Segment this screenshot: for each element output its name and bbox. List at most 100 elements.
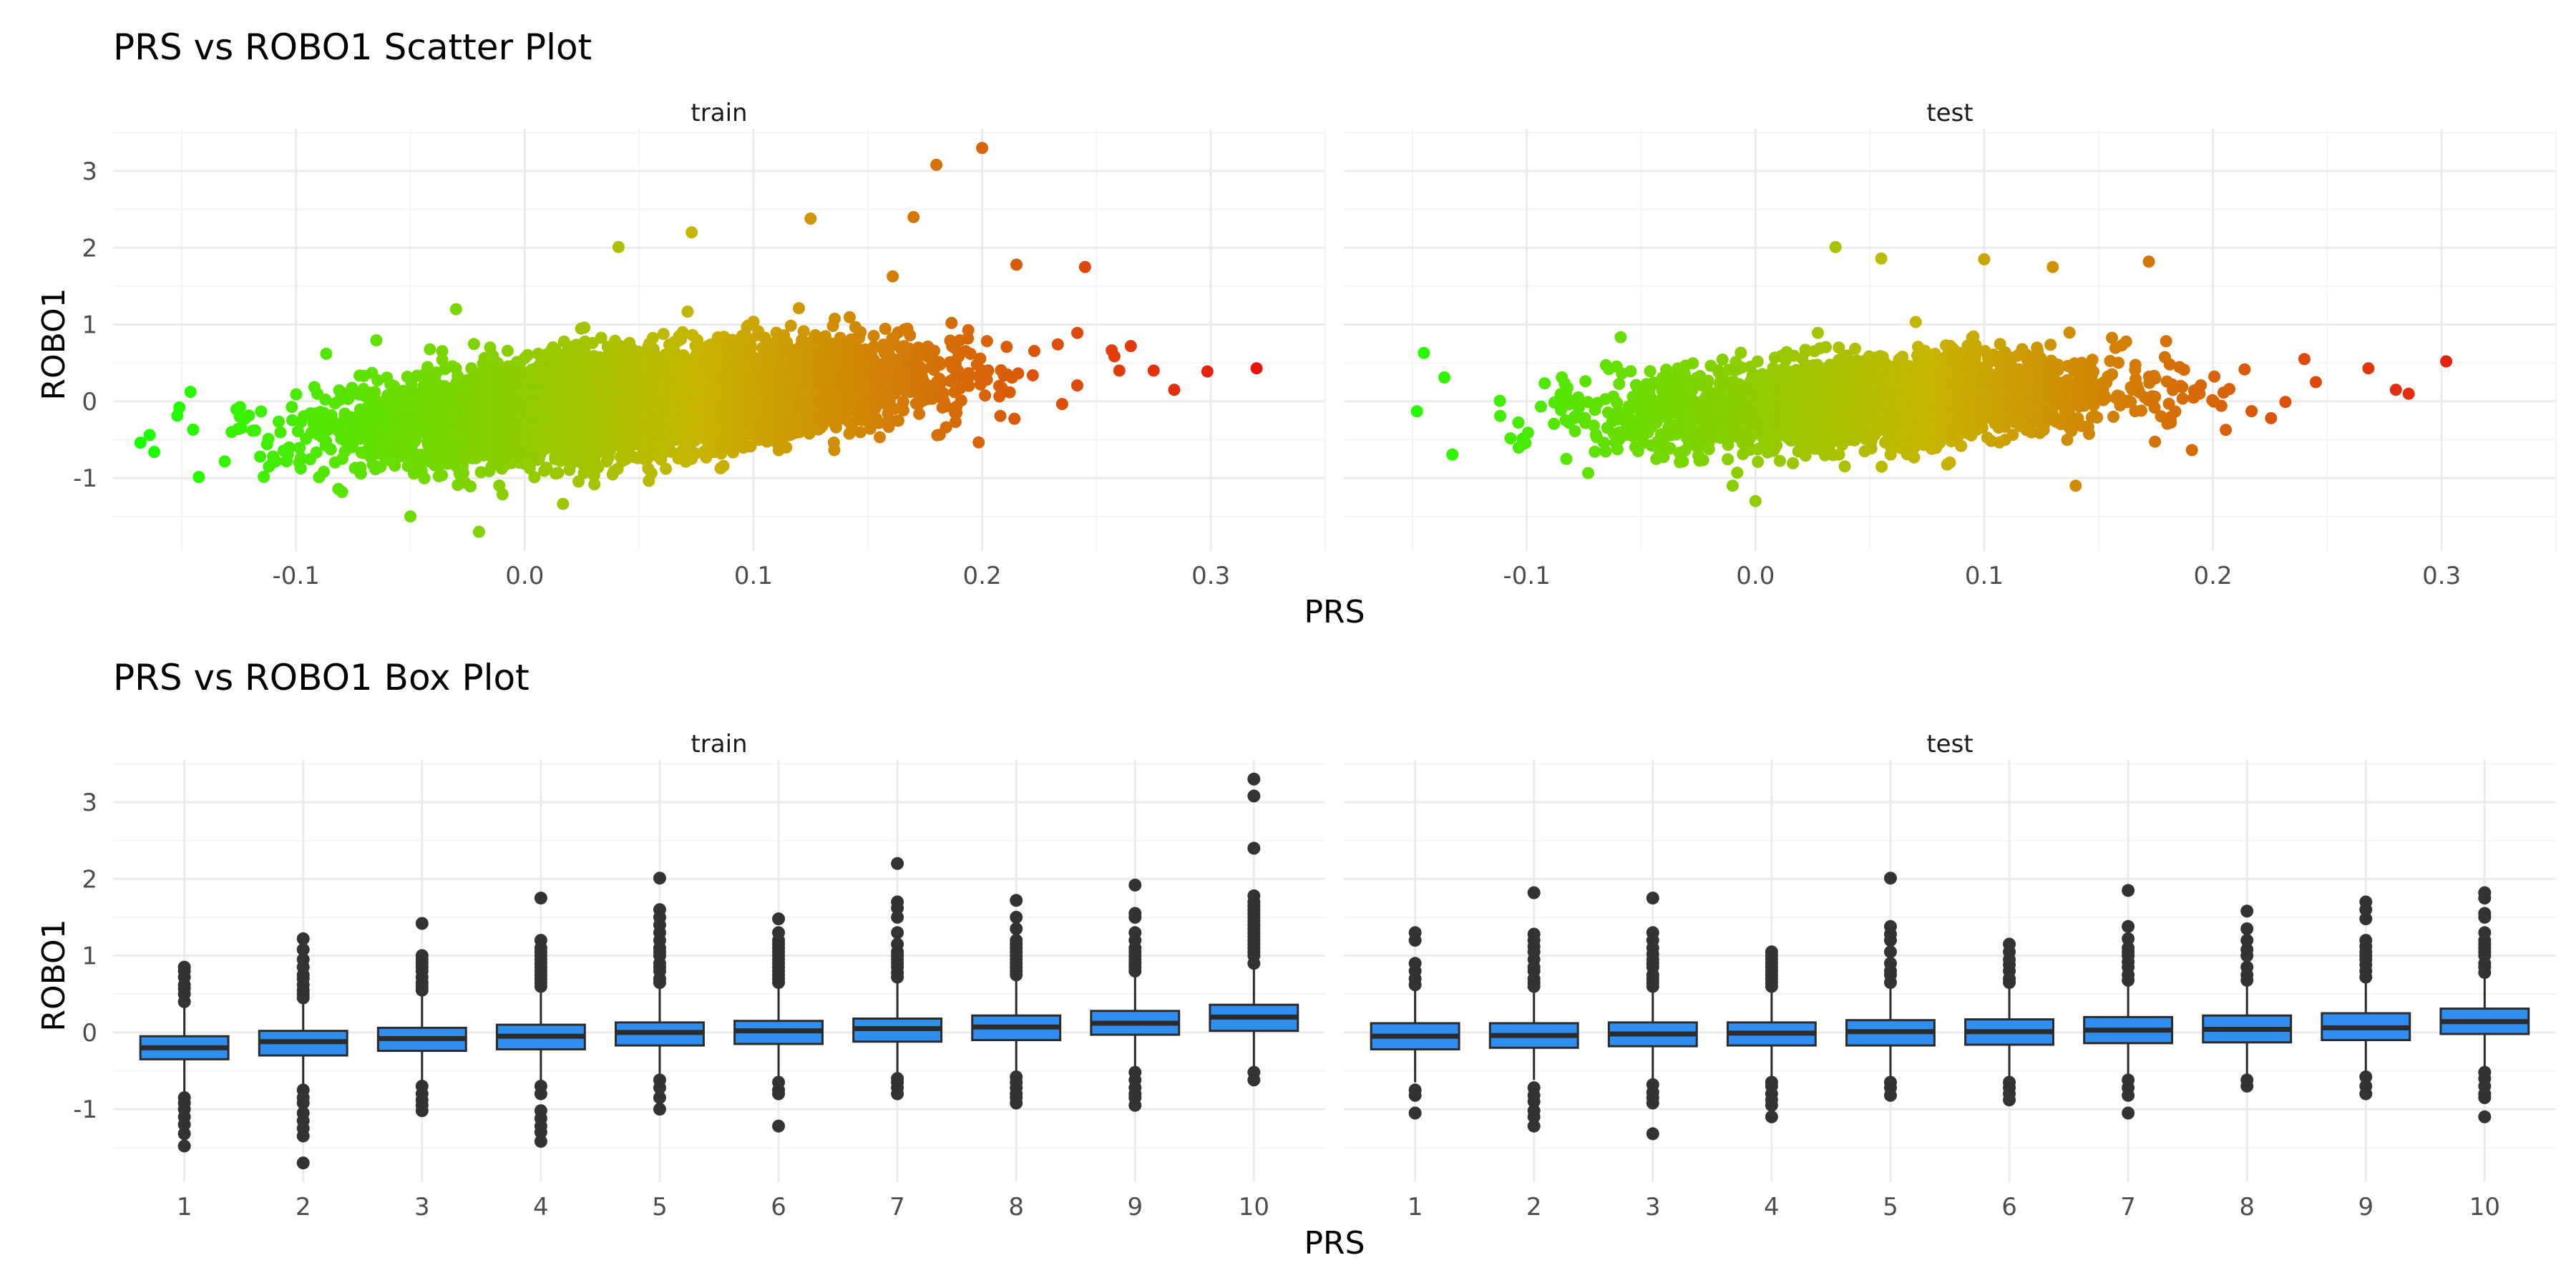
- scatter-train-point: [578, 321, 591, 334]
- scatter-train-point: [1108, 350, 1121, 363]
- scatter-train-point: [960, 345, 972, 358]
- scatter-train-point: [357, 447, 370, 459]
- scatter-train-point: [401, 371, 414, 384]
- scatter-train-point: [962, 323, 975, 336]
- scatter-train-point: [436, 345, 449, 358]
- scatter-train-point: [550, 467, 562, 480]
- scatter-train-point: [784, 319, 797, 332]
- scatter-train-point: [714, 462, 727, 474]
- scatter-train-point: [335, 432, 348, 445]
- scatter-train-point: [374, 460, 387, 473]
- scatter-train-point: [577, 467, 590, 479]
- scatter-train-point: [274, 426, 287, 439]
- scatter-train-point: [238, 412, 251, 425]
- scatter-train-point: [435, 420, 448, 433]
- scatter-train-point: [843, 427, 856, 440]
- scatter-train-point: [854, 426, 867, 439]
- scatter-train-points: [134, 142, 1263, 538]
- scatter-train-point: [972, 436, 985, 449]
- scatter-train-point: [1055, 398, 1068, 411]
- scatter-train-point: [879, 323, 892, 335]
- scatter-train-point: [672, 450, 685, 463]
- scatter-train-point: [729, 335, 742, 348]
- scatter-train-point: [849, 333, 862, 346]
- scatter-train-point: [386, 432, 399, 445]
- scatter-train-point: [258, 470, 270, 483]
- scatter-train-point: [735, 435, 748, 448]
- scatter-train-point: [366, 366, 379, 379]
- scatter-train-point: [776, 434, 789, 447]
- scatter-train-point: [864, 422, 877, 435]
- scatter-train-point: [300, 432, 313, 445]
- scatter-train-point: [557, 335, 570, 348]
- scatter-train-point: [280, 455, 293, 468]
- scatter-train-point: [1071, 379, 1083, 392]
- scatter-train-point: [936, 401, 949, 414]
- scatter-train-point: [793, 302, 805, 315]
- scatter-train-point: [557, 497, 570, 510]
- scatter-title: PRS vs ROBO1 Scatter Plot: [113, 26, 592, 68]
- scatter-train-point: [436, 469, 449, 482]
- scatter-train-point: [843, 311, 856, 323]
- scatter-train-point: [657, 328, 670, 341]
- scatter-train-point: [874, 431, 886, 444]
- scatter-train-point: [528, 471, 541, 484]
- scatter-strip-test: test: [1926, 99, 1973, 127]
- scatter-train-point: [980, 335, 993, 348]
- scatter-train-point: [134, 436, 147, 449]
- scatter-train-point: [290, 388, 303, 401]
- scatter-train-point: [897, 404, 909, 416]
- scatter-train-point: [701, 442, 714, 455]
- scatter-train-point: [638, 453, 651, 466]
- scatter-train-y-tick-label: 0: [82, 388, 97, 416]
- scatter-train-point: [534, 448, 547, 460]
- scatter-strip-train: train: [691, 99, 747, 127]
- scatter-train-point: [979, 389, 992, 402]
- scatter-train-point: [267, 456, 280, 469]
- scatter-train-point: [346, 381, 358, 394]
- scatter-train-point: [532, 348, 545, 360]
- scatter-train-point: [370, 334, 383, 347]
- scatter-train-point: [946, 374, 959, 386]
- scatter-train-point: [353, 369, 366, 382]
- scatter-train-point: [742, 319, 755, 332]
- scatter-train-y-tick-label: -1: [73, 464, 97, 493]
- scatter-train-point: [994, 380, 1007, 393]
- scatter-train-point: [286, 401, 298, 414]
- scatter-train-point: [950, 401, 963, 413]
- scatter-train-point: [772, 444, 785, 457]
- scatter-train-point: [254, 450, 267, 463]
- scatter-train-point: [313, 406, 326, 419]
- scatter-train-x-tick-label: 0.1: [734, 562, 773, 590]
- scatter-train-point: [595, 331, 608, 344]
- scatter-train-point: [686, 452, 698, 465]
- scatter-train-point: [727, 446, 739, 459]
- scatter-train-point: [465, 362, 478, 375]
- scatter-train-y-tick-label: 3: [82, 157, 97, 186]
- scatter-train-x-tick-label: 0.3: [1191, 562, 1230, 590]
- scatter-train-y-tick-label: 2: [82, 234, 97, 263]
- scatter-train-point: [994, 409, 1007, 422]
- scatter-train-point: [436, 353, 449, 366]
- scatter-train-point: [660, 462, 673, 475]
- scatter-train-point: [588, 478, 601, 491]
- scatter-train-point: [1026, 369, 1039, 381]
- scatter-train-point: [945, 316, 958, 329]
- scatter-train-x-tick-label: 0.0: [505, 562, 544, 590]
- scatter-train-point: [954, 382, 967, 395]
- scatter-train-point: [659, 348, 672, 361]
- scatter-train-point: [310, 446, 323, 459]
- scatter-train-point: [418, 368, 431, 381]
- scatter-train-point: [336, 486, 348, 498]
- scatter-train-point: [192, 471, 205, 484]
- scatter-train-point: [349, 462, 362, 474]
- scatter-train-point: [418, 472, 431, 484]
- scatter-train-point: [819, 386, 831, 399]
- scatter-train-point: [614, 451, 627, 463]
- scatter-train-point: [293, 441, 306, 454]
- scatter-train-point: [681, 306, 694, 318]
- scatter-train-point: [1008, 412, 1021, 425]
- scatter-train-point: [255, 405, 268, 418]
